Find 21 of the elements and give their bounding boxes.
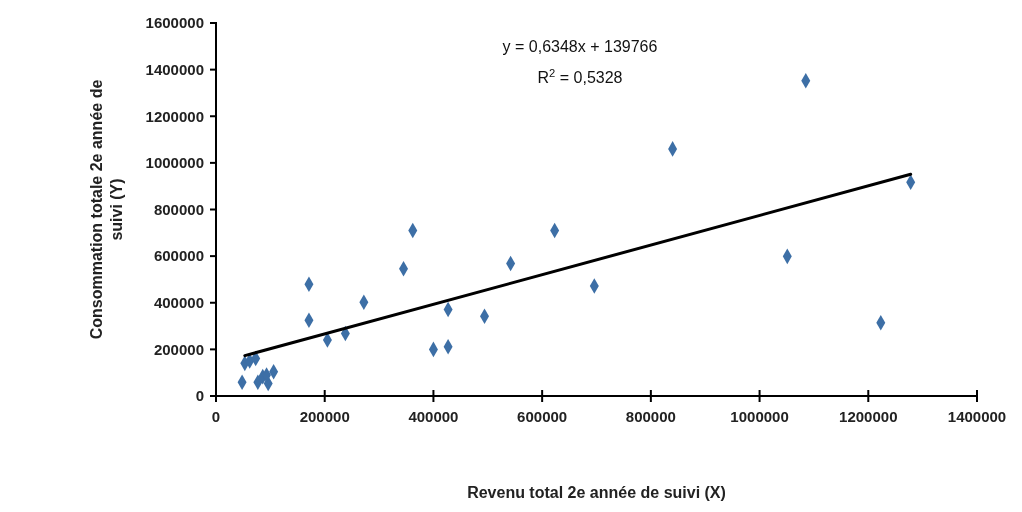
x-tick-label: 200000 [299,408,350,425]
y-tick-label: 1400000 [145,60,204,78]
annotation: y = 0,6348x + 139766 [502,38,658,55]
x-tick-label: 600000 [517,408,568,425]
x-tick-label: 800000 [625,408,676,425]
y-tick-label: 200000 [153,340,204,358]
x-tick-label: 1200000 [839,408,898,425]
y-tick-label: 1200000 [145,107,204,125]
x-tick-label: 400000 [408,408,459,425]
x-tick-label: 1400000 [947,408,1007,425]
x-axis-title: Revenu total 2e année de suivi (X) [467,484,726,501]
y-tick-label: 1600000 [145,14,204,32]
y-tick-label: 400000 [153,294,204,311]
x-tick-label: 0 [211,408,221,425]
y-tick-label: 0 [195,387,204,405]
y-tick-label: 600000 [153,247,204,265]
y-tick-label: 800000 [153,200,204,218]
annotation: R$^{2}$ = 0,5328 [537,67,623,86]
x-tick-label: 1000000 [730,408,789,425]
y-axis-title: Consommation totale 2e année de suivi (Y) [88,79,125,340]
y-tick-label: 1000000 [145,154,204,172]
